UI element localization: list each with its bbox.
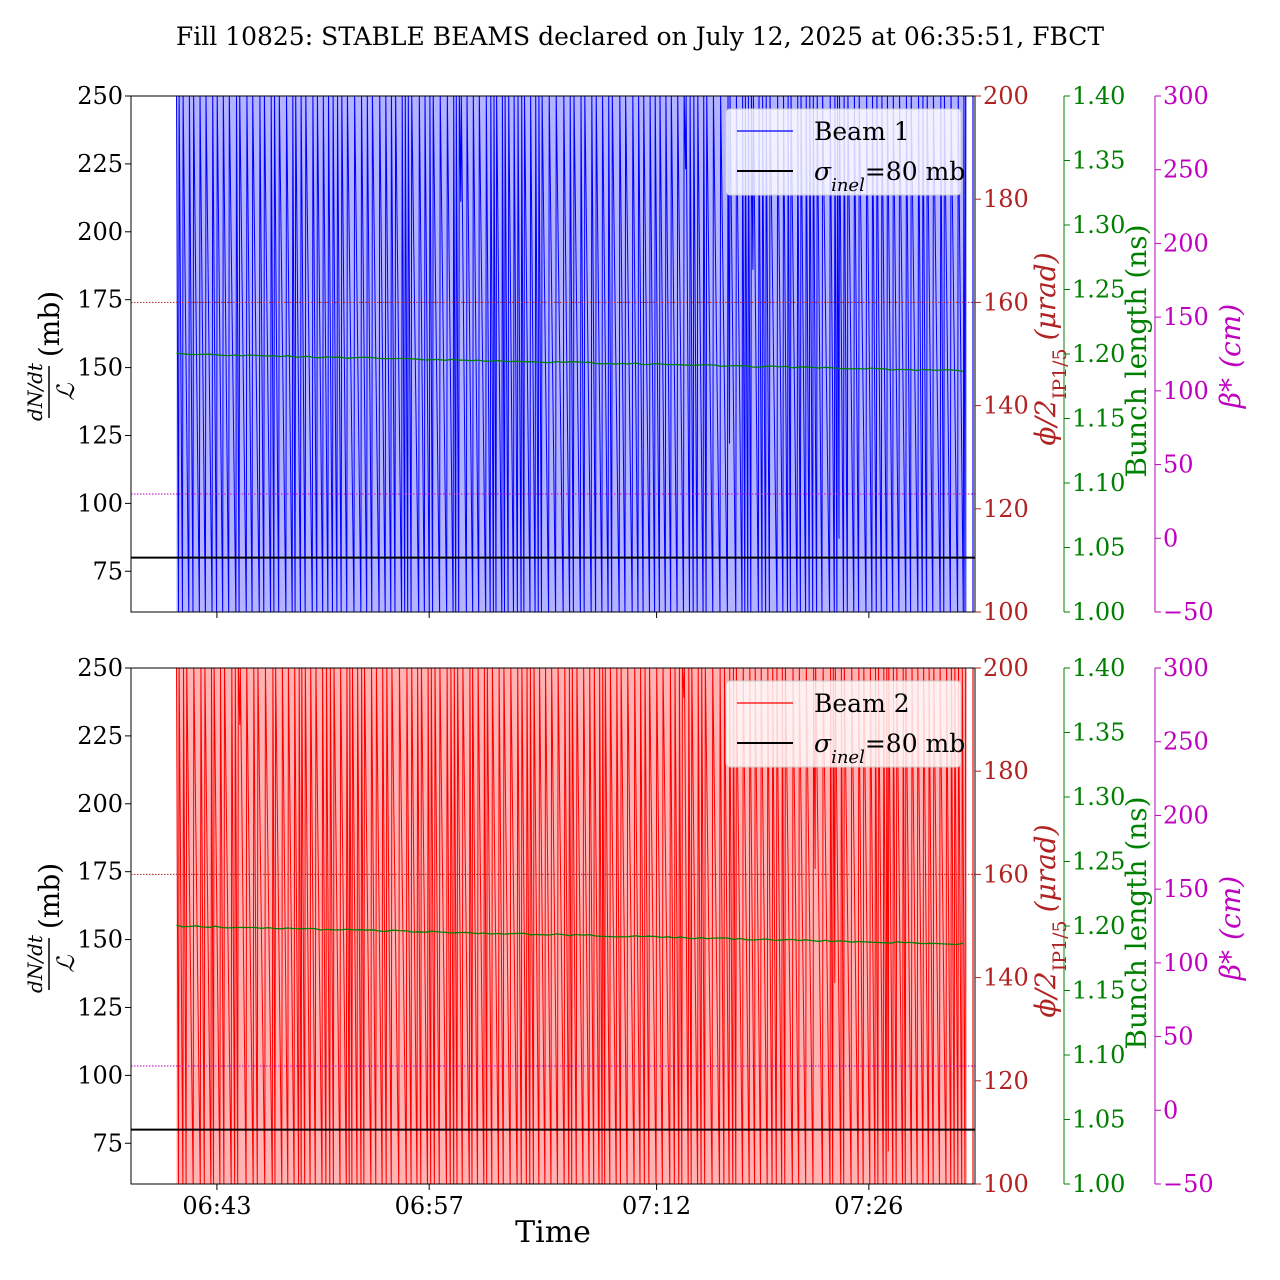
beam-series-line xyxy=(176,668,967,1184)
left-label-denominator: ℒ xyxy=(52,383,80,401)
legend-label-beam: Beam 1 xyxy=(814,117,910,146)
left-tick-label: 125 xyxy=(77,993,123,1021)
crossing-tick-label: 100 xyxy=(983,598,1029,626)
beta-star-tick-label: 250 xyxy=(1163,728,1209,756)
left-tick-label: 225 xyxy=(77,722,123,750)
beta-star-tick-label: −50 xyxy=(1163,598,1214,626)
left-axis-label: dN/dt ℒ (mb) xyxy=(23,291,80,421)
bunch-length-tick-label: 1.10 xyxy=(1072,469,1125,497)
crossing-tick-label: 140 xyxy=(983,392,1029,420)
beta-star-tick-label: 100 xyxy=(1163,377,1209,405)
bunch-length-tick-label: 1.25 xyxy=(1072,276,1125,304)
beta-star-tick-label: 250 xyxy=(1163,156,1209,184)
bunch-length-series xyxy=(176,924,964,946)
crossing-tick-label: 180 xyxy=(983,757,1029,785)
bunch-length-tick-label: 1.35 xyxy=(1072,147,1125,175)
panel-beam-2: 75 100 125 150 175 200 225 250 06:43 06:57 07:12 07… xyxy=(23,654,1247,1220)
left-tick-label: 100 xyxy=(77,489,123,517)
beta-star-tick-label: 50 xyxy=(1163,1023,1194,1051)
legend-label-sigma: σinel=80 mb xyxy=(814,729,965,768)
beta-star-tick-label: 0 xyxy=(1163,524,1178,552)
left-tick-label: 125 xyxy=(77,421,123,449)
crossing-tick-label: 100 xyxy=(983,1170,1029,1198)
beta-star-tick-label: −50 xyxy=(1163,1170,1214,1198)
x-tick-label: 06:43 xyxy=(182,1192,251,1220)
legend-label-sigma: σinel=80 mb xyxy=(814,157,965,196)
left-label-numerator: dN/dt xyxy=(23,934,47,993)
bunch-length-tick-label: 1.30 xyxy=(1072,211,1125,239)
bunch-length-tick-label: 1.05 xyxy=(1072,1106,1125,1134)
crossing-tick-label: 120 xyxy=(983,495,1029,523)
x-tick-label: 07:12 xyxy=(622,1192,691,1220)
axes-frame xyxy=(130,667,976,1185)
bunch-length-tick-label: 1.05 xyxy=(1072,534,1125,562)
beta-star-tick-label: 50 xyxy=(1163,451,1194,479)
bunch-length-series xyxy=(176,352,964,373)
x-tick-label: 06:57 xyxy=(395,1192,464,1220)
left-tick-label: 175 xyxy=(77,858,123,886)
left-tick-label: 225 xyxy=(77,150,123,178)
crossing-axis-label: ϕ/2IP1/5(μrad) xyxy=(1029,252,1071,445)
bunch-length-tick-label: 1.40 xyxy=(1072,654,1125,682)
crossing-tick-label: 160 xyxy=(983,860,1029,888)
beta-star-tick-label: 300 xyxy=(1163,654,1209,682)
beta-star-tick-label: 150 xyxy=(1163,303,1209,331)
chart-title: Fill 10825: STABLE BEAMS declared on Jul… xyxy=(176,22,1105,51)
x-tick-label: 07:26 xyxy=(834,1192,903,1220)
beta-star-tick-label: 300 xyxy=(1163,82,1209,110)
beta-star-tick-label: 100 xyxy=(1163,949,1209,977)
bunch-length-axis-label: Bunch length (ns) xyxy=(1120,224,1153,477)
bunch-length-tick-label: 1.15 xyxy=(1072,405,1125,433)
bunch-length-tick-label: 1.00 xyxy=(1072,1170,1125,1198)
bunch-length-tick-label: 1.25 xyxy=(1072,848,1125,876)
beta-star-axis-label: β*(cm) xyxy=(1214,304,1247,409)
left-tick-label: 250 xyxy=(77,654,123,682)
bunch-length-tick-label: 1.00 xyxy=(1072,598,1125,626)
legend: Beam 1 σinel=80 mb xyxy=(725,108,965,196)
left-axis-label: dN/dt ℒ (mb) xyxy=(23,863,80,993)
bunch-length-tick-label: 1.20 xyxy=(1072,340,1125,368)
beta-star-tick-label: 200 xyxy=(1163,229,1209,257)
bunch-length-tick-label: 1.30 xyxy=(1072,783,1125,811)
axes-frame xyxy=(130,95,976,613)
left-label-numerator: dN/dt xyxy=(23,362,47,421)
bunch-length-tick-label: 1.10 xyxy=(1072,1041,1125,1069)
left-tick-label: 150 xyxy=(77,926,123,954)
bunch-length-tick-label: 1.20 xyxy=(1072,912,1125,940)
beta-star-axis-label: β*(cm) xyxy=(1214,876,1247,981)
left-label-unit: (mb) xyxy=(33,291,66,357)
left-label-unit: (mb) xyxy=(33,863,66,929)
crossing-tick-label: 200 xyxy=(983,82,1029,110)
left-tick-label: 75 xyxy=(92,557,123,585)
left-tick-label: 250 xyxy=(77,82,123,110)
left-tick-label: 75 xyxy=(92,1129,123,1157)
left-tick-label: 150 xyxy=(77,354,123,382)
legend: Beam 2 σinel=80 mb xyxy=(725,680,965,768)
bunch-length-axis-label: Bunch length (ns) xyxy=(1120,796,1153,1049)
left-tick-label: 200 xyxy=(77,218,123,246)
left-label-denominator: ℒ xyxy=(52,955,80,973)
legend-label-beam: Beam 2 xyxy=(814,689,910,718)
bunch-length-tick-label: 1.40 xyxy=(1072,82,1125,110)
left-tick-label: 200 xyxy=(77,790,123,818)
beta-star-tick-label: 0 xyxy=(1163,1096,1178,1124)
crossing-tick-label: 140 xyxy=(983,964,1029,992)
beam-series-line xyxy=(176,96,967,612)
crossing-axis-label: ϕ/2IP1/5(μrad) xyxy=(1029,824,1071,1017)
beta-star-tick-label: 150 xyxy=(1163,875,1209,903)
crossing-tick-label: 120 xyxy=(983,1067,1029,1095)
bunch-length-tick-label: 1.15 xyxy=(1072,977,1125,1005)
left-tick-label: 175 xyxy=(77,286,123,314)
beta-star-tick-label: 200 xyxy=(1163,801,1209,829)
crossing-tick-label: 200 xyxy=(983,654,1029,682)
bunch-length-tick-label: 1.35 xyxy=(1072,719,1125,747)
left-tick-label: 100 xyxy=(77,1061,123,1089)
x-axis-label: Time xyxy=(515,1215,591,1250)
panel-beam-1: 75 100 125 150 175 200 225 250 100 120 140 160 180 20… xyxy=(23,82,1247,626)
crossing-tick-label: 180 xyxy=(983,185,1029,213)
crossing-tick-label: 160 xyxy=(983,288,1029,316)
